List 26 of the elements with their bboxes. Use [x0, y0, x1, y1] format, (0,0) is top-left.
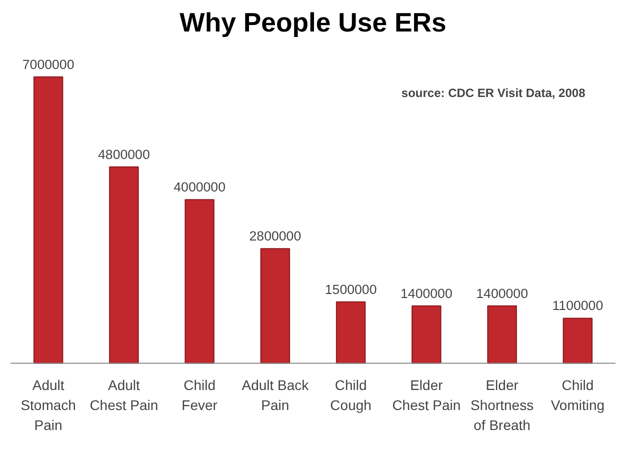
x-tick-label: Adult Back Pain	[242, 377, 310, 414]
bar	[184, 199, 214, 364]
x-tick-label: Child Vomiting	[550, 377, 605, 414]
data-label: 1400000	[400, 286, 452, 301]
data-label: 2800000	[249, 228, 302, 244]
x-tick-label: Adult Stomach Pain	[20, 377, 76, 434]
bar	[487, 305, 517, 364]
bar	[336, 301, 366, 364]
x-tick-label: Elder Shortness of Breath	[470, 377, 534, 434]
data-label: 4000000	[174, 180, 226, 195]
data-label: 1400000	[476, 286, 528, 301]
bar	[33, 76, 64, 364]
bar	[412, 305, 442, 364]
annotation: source: CDC ER Visit Data, 2008	[401, 86, 586, 100]
chart-title: Why People Use ERs	[180, 8, 446, 38]
x-tick-label: Adult Chest Pain	[90, 377, 158, 414]
bar	[562, 318, 593, 364]
data-label: 7000000	[22, 56, 74, 72]
x-tick-label: Child Cough	[330, 377, 372, 414]
data-label: 4800000	[98, 146, 150, 162]
x-tick-label: Child Fever	[182, 377, 218, 414]
data-label: 1500000	[324, 282, 377, 297]
x-tick-label: Elder Chest Pain	[392, 377, 461, 414]
bar	[260, 248, 290, 364]
data-label: 1100000	[552, 298, 604, 314]
bar	[109, 166, 139, 364]
